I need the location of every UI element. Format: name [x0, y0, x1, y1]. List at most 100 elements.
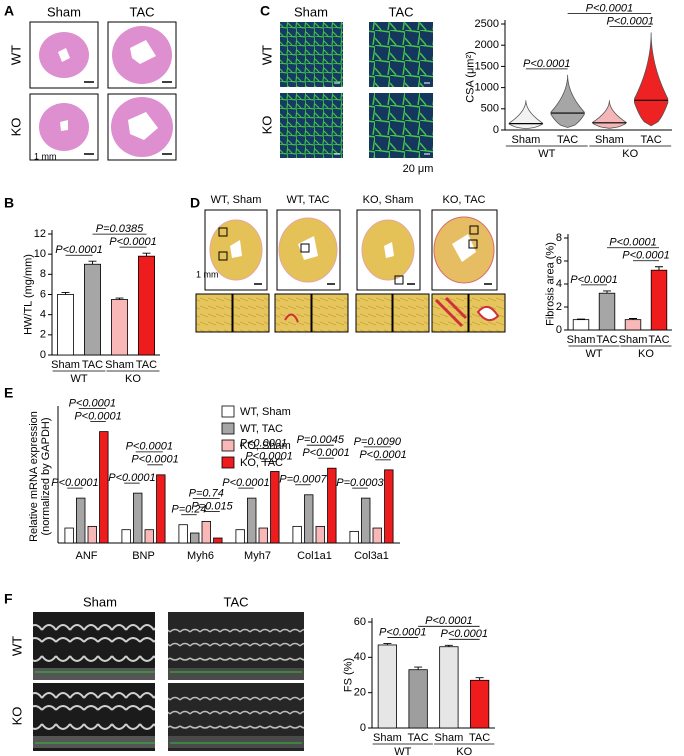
x-tick-label: Sham — [595, 134, 624, 146]
bar — [304, 494, 314, 544]
group-label: KO — [622, 148, 638, 160]
bar — [57, 294, 75, 356]
legend-swatch — [221, 439, 235, 452]
column-header: TAC — [388, 4, 413, 19]
comparison-label: P=0.0007 — [279, 474, 327, 486]
y-tick-label: 6 — [556, 255, 562, 267]
comparison-label: P<0.0001 — [222, 477, 269, 489]
error-bar — [629, 318, 637, 320]
panel-label: E — [4, 385, 13, 401]
x-tick-label: Sham — [51, 359, 80, 371]
comparison-label: P<0.0001 — [523, 58, 570, 70]
error-bar — [115, 297, 124, 300]
bar — [121, 529, 131, 544]
x-tick-label: Sham — [105, 359, 134, 371]
y-tick-label: 8 — [556, 232, 562, 244]
comparison-label: P=0.0045 — [297, 434, 345, 446]
violin — [591, 100, 627, 129]
bar — [270, 471, 280, 544]
y-axis-label: FS (%) — [343, 658, 355, 692]
comparison-label: P<0.0001 — [586, 2, 633, 14]
scale-bar-label: 1 mm — [196, 269, 219, 279]
bar — [349, 530, 359, 544]
error-bar — [88, 260, 97, 265]
x-tick-label: Sham — [373, 732, 402, 744]
legend-label: WT, TAC — [240, 423, 283, 435]
bar — [137, 255, 155, 356]
column-header: Sham — [294, 4, 328, 19]
bar — [99, 431, 109, 544]
comparison-label: P<0.0001 — [441, 628, 488, 640]
bar — [156, 474, 166, 544]
y-tick-label: 20 — [354, 687, 366, 699]
error-bar — [61, 292, 70, 295]
row-header: KO — [259, 116, 274, 135]
bar — [144, 529, 154, 544]
y-tick-label: 40 — [354, 651, 366, 663]
comparison-label: P<0.0001 — [131, 454, 178, 466]
y-axis-label: (normalized by GAPDH) — [40, 418, 52, 536]
x-tick-label: ANF — [76, 550, 98, 562]
comparison-label: P=0.24 — [171, 504, 206, 516]
column-header: KO, Sham — [363, 194, 414, 206]
column-header: WT, TAC — [287, 194, 330, 206]
bar — [372, 527, 382, 544]
x-tick-label: TAC — [136, 359, 157, 371]
error-bar — [603, 290, 611, 294]
violin — [633, 32, 669, 127]
y-tick-label: 0 — [493, 124, 499, 136]
violin — [550, 74, 585, 128]
x-tick-label: Sham — [512, 134, 541, 146]
bar — [178, 524, 188, 544]
y-tick-label: 1000 — [475, 82, 499, 94]
comparison-label: P<0.0001 — [607, 15, 654, 27]
group-label: KO — [125, 373, 141, 385]
x-tick-label: Col1a1 — [297, 550, 332, 562]
error-bar — [655, 266, 663, 271]
bar — [87, 525, 97, 544]
comparison-label: P=0.015 — [191, 500, 233, 512]
error-bar — [475, 677, 484, 681]
bar — [650, 269, 668, 331]
y-tick-label: 4 — [556, 278, 562, 290]
bar — [133, 492, 143, 544]
group-label: KO — [456, 746, 472, 756]
comparison-label: P<0.0001 — [126, 441, 173, 453]
bar — [292, 525, 302, 544]
bar — [76, 497, 86, 544]
x-tick-label: Myh7 — [244, 550, 271, 562]
panel-label: F — [4, 591, 13, 607]
fluorescence-images — [280, 22, 433, 158]
fibrosis-images — [195, 209, 506, 333]
row-header: KO — [9, 707, 24, 726]
violin — [508, 100, 544, 130]
bar — [469, 679, 490, 729]
y-tick-label: 8 — [40, 268, 46, 280]
bar — [377, 644, 397, 729]
bar — [361, 497, 371, 544]
legend-label: WT, Sham — [240, 406, 291, 418]
y-tick-label: 12 — [34, 228, 46, 240]
y-axis-label: HW/TL (mg/mm) — [23, 254, 35, 335]
bar — [201, 520, 211, 544]
echo-images — [33, 612, 304, 751]
comparison-label: P<0.0001 — [74, 411, 121, 423]
x-tick-label: Sham — [435, 732, 464, 744]
x-tick-label: Myh6 — [187, 550, 214, 562]
legend-swatch — [221, 422, 235, 435]
comparison-label: P<0.0001 — [55, 244, 102, 256]
x-tick-label: TAC — [408, 732, 429, 744]
bar — [598, 292, 616, 331]
comparison-label: P=0.0385 — [96, 223, 144, 235]
x-tick-label: TAC — [648, 334, 669, 346]
row-header: WT — [259, 45, 274, 65]
histology-images — [29, 21, 177, 161]
bar — [64, 527, 74, 544]
y-tick-label: 2 — [40, 329, 46, 341]
comparison-label: P<0.0001 — [609, 237, 656, 249]
x-tick-label: Col3a1 — [354, 550, 389, 562]
group-label: WT — [70, 373, 87, 385]
x-tick-label: Sham — [567, 334, 596, 346]
bar — [258, 527, 268, 544]
x-tick-label: Sham — [619, 334, 648, 346]
